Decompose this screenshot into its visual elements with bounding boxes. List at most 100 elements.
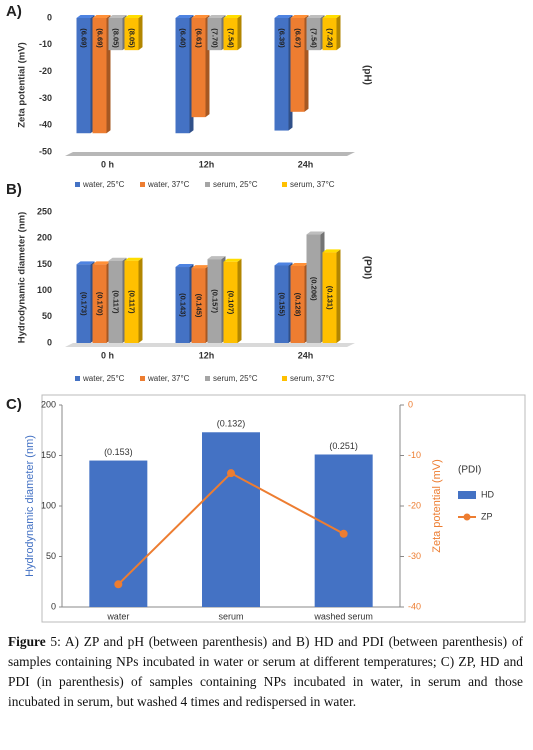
bar-label: (0.153)	[104, 447, 133, 457]
legend-label: serum, 37°C	[290, 374, 335, 383]
bar-top	[124, 257, 143, 261]
y-tick-label: -30	[39, 93, 52, 103]
bar-top	[191, 265, 210, 269]
legend-label: water, 37°C	[147, 180, 190, 189]
bar-label: (6.39)	[278, 28, 287, 48]
bar-top	[76, 15, 95, 18]
bar	[175, 18, 190, 134]
legend-swatch	[458, 491, 476, 499]
bar-label: (0.117)	[128, 290, 137, 314]
bar	[306, 18, 321, 51]
y-axis-title: Zeta potential (mV)	[17, 42, 28, 128]
bar	[322, 18, 337, 51]
bar	[274, 18, 289, 131]
bar-top	[322, 249, 341, 253]
y-tick-label: 0	[47, 12, 52, 22]
bar	[124, 18, 139, 51]
bar	[274, 265, 289, 343]
x-tick-label: 24h	[298, 159, 314, 169]
bar-top	[191, 15, 210, 18]
right-label: (PDI)	[361, 256, 372, 279]
bar-top	[175, 15, 194, 18]
bar-label: (0.131)	[326, 286, 335, 310]
bar-top	[108, 15, 127, 18]
panel-frame	[41, 394, 526, 623]
y2-tick-label: -30	[408, 551, 421, 561]
x-tick-label: 12h	[199, 159, 215, 169]
right-label: (pH)	[361, 65, 372, 85]
bar-top	[290, 15, 309, 18]
bar-top	[322, 15, 341, 18]
y2-tick-label: -40	[408, 601, 421, 611]
bar-top	[207, 256, 226, 260]
y-tick-label: 150	[41, 450, 56, 460]
bar-label: (8.05)	[128, 28, 137, 48]
bar-label: (6.40)	[179, 28, 188, 48]
floor	[65, 343, 355, 347]
caption-label: Figure	[8, 634, 46, 649]
bar-label: (0.155)	[278, 292, 287, 316]
legend-swatch	[75, 182, 80, 187]
bar-label: (0.107)	[227, 291, 236, 315]
bar-side	[138, 257, 143, 343]
bar-top	[92, 261, 111, 265]
y-tick-label: 0	[47, 337, 52, 347]
bar	[108, 18, 123, 51]
bar-label: (0.143)	[179, 293, 188, 317]
bar-label: (0.173)	[80, 292, 89, 316]
bar	[92, 264, 107, 343]
legend-label: ZP	[481, 511, 493, 521]
bar-top	[108, 257, 127, 261]
y-tick-label: 150	[37, 259, 52, 269]
legend-label: water, 25°C	[82, 374, 125, 383]
legend-label: serum, 37°C	[290, 180, 335, 189]
bar-label: (7.24)	[326, 28, 335, 48]
bar-label: (0.117)	[112, 290, 121, 314]
bar	[124, 260, 139, 343]
bar-label: (8.05)	[112, 28, 121, 48]
bar	[306, 234, 321, 343]
bar-label: (7.54)	[310, 28, 319, 48]
x-tick-label: water	[106, 611, 129, 621]
floor	[65, 152, 355, 156]
bar-label: (0.132)	[217, 419, 246, 429]
bar-top	[207, 15, 226, 18]
bar-side	[336, 15, 341, 51]
bar	[108, 260, 123, 343]
bar-label: (6.67)	[294, 28, 303, 48]
x-tick-label: serum	[218, 611, 243, 621]
y-tick-label: -10	[39, 39, 52, 49]
bar-top	[223, 258, 242, 262]
x-tick-label: 12h	[199, 350, 215, 360]
bar-label: (7.54)	[227, 28, 236, 48]
bar	[207, 18, 222, 51]
legend-swatch	[282, 182, 287, 187]
bar-top	[290, 262, 309, 266]
bar	[207, 259, 222, 343]
bar	[92, 18, 107, 134]
bar-label: (0.206)	[310, 277, 319, 301]
x-tick-label: 24h	[298, 350, 314, 360]
legend-swatch	[205, 376, 210, 381]
bar	[290, 265, 305, 343]
legend-label: water, 25°C	[82, 180, 125, 189]
panel-label: B)	[6, 181, 22, 198]
bar-label: (6.69)	[96, 28, 105, 48]
legend-label: water, 37°C	[147, 374, 190, 383]
line-marker	[227, 469, 235, 478]
bar-top	[223, 15, 242, 18]
y-tick-label: -40	[39, 120, 52, 130]
y-tick-label: 200	[41, 399, 56, 409]
bar-label: (0.145)	[195, 294, 204, 318]
bar	[175, 267, 190, 343]
y2-axis-title: Zeta potential (mV)	[431, 459, 443, 553]
bar	[223, 261, 238, 343]
y-tick-label: 250	[37, 206, 52, 216]
y-tick-label: 0	[51, 601, 56, 611]
bar-side	[237, 258, 242, 343]
y-tick-label: 100	[37, 285, 52, 295]
legend-swatch	[205, 182, 210, 187]
y-tick-label: -20	[39, 66, 52, 76]
y-tick-label: -50	[39, 146, 52, 156]
